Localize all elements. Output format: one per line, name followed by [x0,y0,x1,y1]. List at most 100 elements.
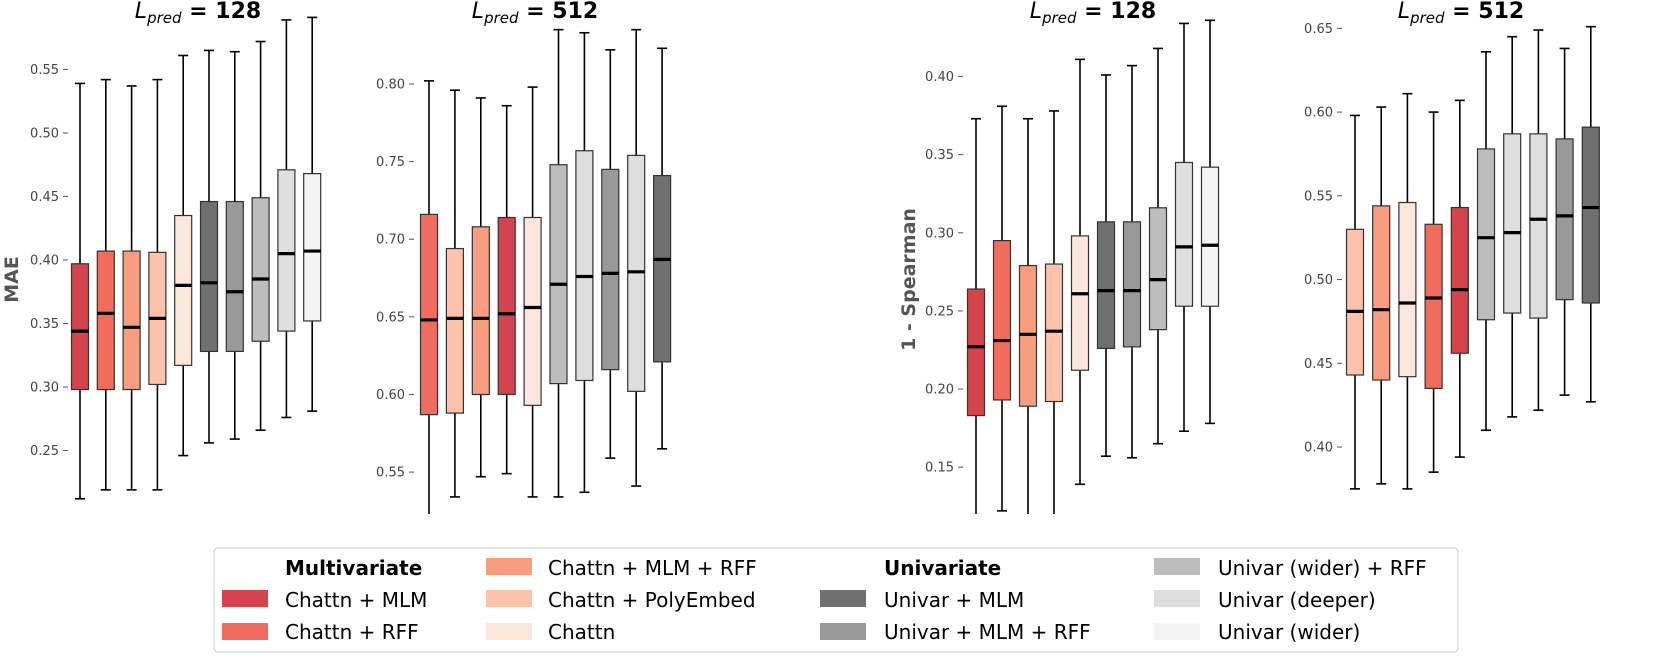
box-univar_wider_rff [1148,47,1168,445]
box-iqr [1096,221,1116,349]
panel-1: Lpred = 128 MAE 0.25 0.30 0.35 0.40 0.45 0.50 0.… [1,0,322,500]
box-iqr [225,200,244,353]
box-chattn_rff [1424,111,1443,473]
box-iqr [1174,161,1194,307]
box-univar_wider [303,16,322,412]
y-tick-label: 0.25 [30,444,59,459]
box-iqr [199,200,219,353]
y-tick-label: 0.70 [376,233,405,248]
panel-3: Lpred = 128 1 - Spearman 0.15 0.20 0.25 0.30 0… [898,0,1220,514]
y-tick-label: 0.50 [30,126,59,141]
box-iqr [277,169,296,332]
box-iqr [1476,148,1496,321]
legend-label-univar-mlm-rff: Univar + MLM + RFF [884,620,1091,644]
box-univar_mlm [1096,74,1116,457]
legend-swatch-univar-mlm-rff [820,623,866,640]
box-iqr [174,214,193,366]
box-iqr [1424,223,1443,390]
legend-swatch-univar-mlm [820,590,866,607]
y-tick-label: 0.25 [925,304,954,319]
box-iqr [1148,207,1168,331]
box-iqr [1529,133,1548,319]
box-univar_wider_rff [251,40,270,431]
y-tick-label: 0.15 [925,461,954,476]
box-iqr [122,250,141,391]
box-chattn_poly [445,89,464,498]
legend-label-chattn-rff: Chattn + RFF [285,620,419,644]
box-chattn_mlm_rff [471,97,490,478]
legend-swatch-chattn [486,623,532,640]
legend-swatch-chattn-mlm [222,590,268,607]
legend-label-chattn-mlm-rff: Chattn + MLM + RFF [548,556,757,580]
box-chattn_rff [992,105,1012,512]
box-chattn_rff [96,78,115,491]
box-univar_mlm [652,47,672,450]
box-chattn_mlm [497,104,516,475]
y-tick-label: 0.55 [1304,189,1333,204]
box-iqr [303,173,322,322]
panel-4: Lpred = 512 0.40 0.45 0.50 0.55 0.60 0.65 [1304,0,1600,490]
legend-header-univariate: Univariate [884,556,1001,580]
y-tick-label: 0.55 [30,63,59,78]
legend: Multivariate Univariate Chattn + MLM Cha… [213,547,1459,653]
box-univar_mlm_rff [1555,47,1574,396]
box-iqr [497,216,516,396]
legend-swatch-univar-deeper [1154,590,1200,607]
box-iqr [445,247,464,414]
y-tick-label: 0.45 [30,190,59,205]
y-tick-label: 0.60 [376,388,405,403]
y-tick-label: 0.60 [1304,106,1333,121]
y-tick-label: 0.35 [925,148,954,163]
panel-title: Lpred = 128 [1030,0,1156,27]
box-iqr [471,226,490,396]
legend-label-univar-wider-rff: Univar (wider) + RFF [1218,556,1427,580]
y-tick-label: 0.50 [1304,273,1333,288]
box-iqr [549,164,568,385]
box-iqr [966,288,986,417]
panel-title: Lpred = 512 [1398,0,1524,27]
box-univar_deeper [1503,35,1522,418]
y-axis-label: MAE [1,256,23,303]
box-iqr [1581,126,1600,304]
y-tick-label: 0.65 [376,310,405,325]
box-iqr [251,197,270,342]
box-univar_mlm_rff [1122,64,1142,459]
box-chattn_poly [1345,114,1365,490]
box-iqr [1345,228,1365,376]
box-univar_deeper [277,19,296,419]
y-tick-label: 0.40 [925,70,954,85]
legend-swatch-chattn-polyembed [486,590,532,607]
box-iqr [1398,201,1417,378]
box-chattn_mlm_rff [122,85,141,491]
y-tick-label: 0.35 [30,317,59,332]
box-iqr [601,168,620,371]
box-univar_deeper [627,28,646,487]
box-iqr [575,150,594,382]
legend-label-univar-mlm: Univar + MLM [884,588,1024,612]
box-chattn [523,86,542,498]
box-iqr [1070,235,1090,371]
y-tick-label: 0.65 [1304,22,1333,37]
panel-title: Lpred = 512 [472,0,598,27]
legend-swatch-chattn-rff [222,623,268,640]
box-iqr [523,216,542,406]
box-chattn_rff [419,80,439,514]
box-iqr [70,263,90,391]
box-iqr [652,174,672,363]
y-tick-label: 0.55 [376,466,405,481]
box-univar_deeper [575,31,594,494]
y-tick-label: 0.30 [30,380,59,395]
legend-label-chattn-mlm: Chattn + MLM [285,588,427,612]
box-chattn_poly [148,78,167,491]
box-iqr [1503,133,1522,314]
legend-label-chattn: Chattn [548,620,615,644]
y-tick-label: 0.40 [30,253,59,268]
box-univar_mlm [199,49,219,444]
box-chattn_poly [1044,110,1064,514]
box-iqr [1450,206,1469,354]
box-iqr [1122,221,1142,348]
box-chattn_mlm [966,117,986,514]
box-univar_mlm_rff [601,49,620,459]
box-iqr [992,239,1012,401]
